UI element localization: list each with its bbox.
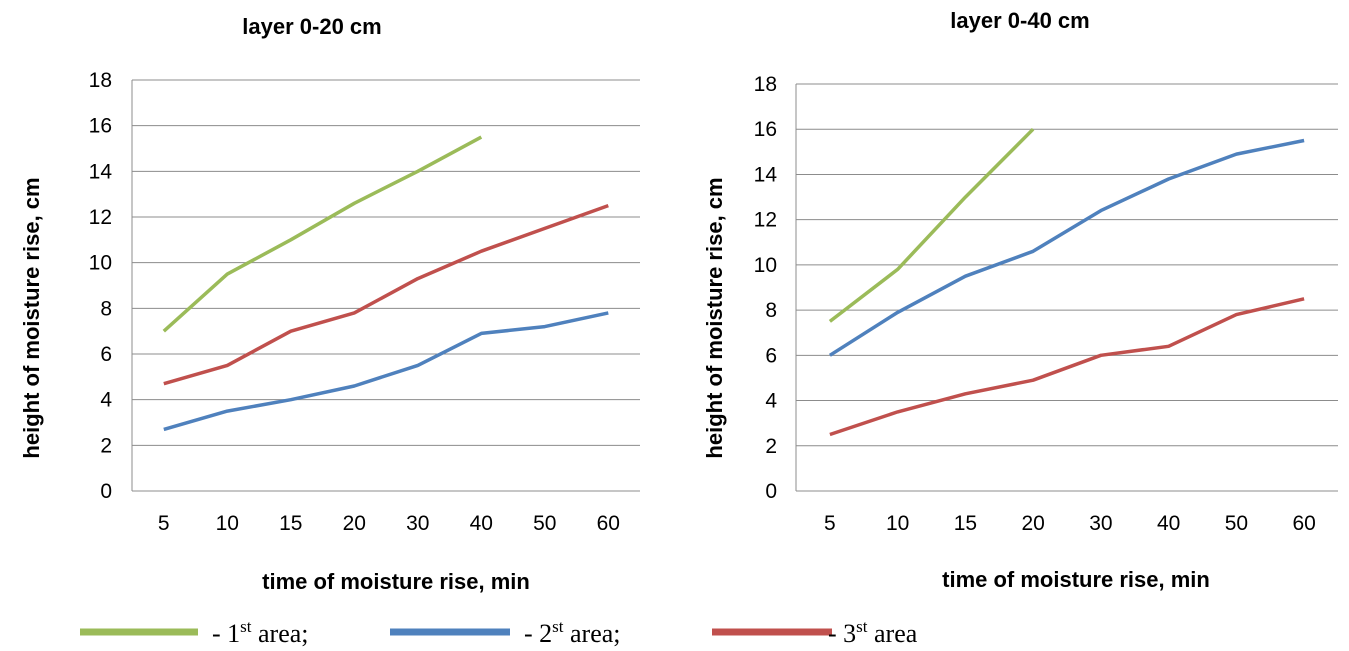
chart-right-y-axis-title: height of moisture rise, cm <box>702 177 727 458</box>
chart-left-y-tick-label: 12 <box>89 206 112 229</box>
chart-right: layer 0-40 cm 0 2 4 6 8 10 12 14 16 18 5 10 15 20 30 4… <box>702 8 1338 592</box>
chart-right-y-tick-label: 12 <box>754 209 777 232</box>
chart-left-y-tick-label: 10 <box>89 252 112 275</box>
chart-left-x-tick-label: 15 <box>279 512 302 535</box>
chart-left: layer 0-20 cm 0 2 4 6 8 10 12 14 16 18 5 10 15 20 30 4… <box>19 14 640 594</box>
chart-left-x-tick-label: 30 <box>406 512 429 535</box>
chart-left-x-axis-title: time of moisture rise, min <box>262 569 530 594</box>
chart-left-x-tick-label: 10 <box>216 512 239 535</box>
legend-item-area2: - 2st area; <box>390 617 621 648</box>
chart-left-y-tick-label: 8 <box>100 297 112 320</box>
legend: - 1st area; - 2st area; - 3st area <box>80 617 918 648</box>
chart-left-y-axis-title: height of moisture rise, cm <box>19 177 44 458</box>
chart-right-y-tick-label: 10 <box>754 254 777 277</box>
chart-right-y-tick-label: 4 <box>765 390 777 413</box>
chart-left-y-tick-label: 2 <box>100 434 112 457</box>
chart-left-series-area3 <box>163 203 609 386</box>
chart-left-x-tick-label: 50 <box>533 512 556 535</box>
chart-right-x-tick-label: 5 <box>824 512 836 535</box>
chart-right-x-tick-label: 50 <box>1225 512 1248 535</box>
chart-right-title: layer 0-40 cm <box>950 8 1089 33</box>
chart-right-y-tick-label: 8 <box>765 299 777 322</box>
chart-left-y-tick-label: 18 <box>89 69 112 92</box>
chart-left-y-tick-label: 14 <box>89 160 113 183</box>
chart-right-x-tick-label: 15 <box>954 512 977 535</box>
chart-left-y-tick-label: 6 <box>100 343 112 366</box>
chart-right-series-area3 <box>829 297 1305 437</box>
legend-item-area3: - 3st area <box>712 617 918 648</box>
chart-right-series-area1 <box>828 127 1035 323</box>
legend-label-area3: - 3st area <box>828 617 918 648</box>
chart-right-x-tick-label: 30 <box>1089 512 1112 535</box>
legend-item-area1: - 1st area; <box>80 617 309 648</box>
legend-label-area1: - 1st area; <box>212 617 309 648</box>
chart-left-y-tick-label: 4 <box>100 389 112 412</box>
chart-right-y-tick-label: 2 <box>765 435 777 458</box>
chart-left-y-tick-label: 0 <box>100 480 112 503</box>
chart-left-x-tick-label: 40 <box>470 512 493 535</box>
chart-right-x-tick-label: 10 <box>886 512 909 535</box>
chart-left-series-area1 <box>162 135 483 333</box>
chart-right-x-tick-label: 60 <box>1292 512 1315 535</box>
chart-right-x-axis-title: time of moisture rise, min <box>942 567 1210 592</box>
chart-right-series-area2 <box>828 138 1305 357</box>
chart-left-x-tick-label: 5 <box>158 512 170 535</box>
legend-label-area2: - 2st area; <box>524 617 621 648</box>
chart-left-x-tick-label: 60 <box>597 512 620 535</box>
chart-left-y-tick-label: 16 <box>89 115 112 138</box>
chart-right-y-tick-label: 18 <box>754 73 777 96</box>
chart-right-x-tick-label: 40 <box>1157 512 1180 535</box>
chart-left-title: layer 0-20 cm <box>242 14 381 39</box>
chart-right-y-tick-label: 14 <box>754 163 778 186</box>
chart-right-x-tick-label: 20 <box>1021 512 1044 535</box>
chart-left-x-tick-label: 20 <box>343 512 366 535</box>
chart-right-y-tick-label: 0 <box>765 480 777 503</box>
chart-right-y-tick-label: 6 <box>765 344 777 367</box>
chart-right-y-tick-label: 16 <box>754 118 777 141</box>
chart-left-series-area2 <box>163 311 609 432</box>
